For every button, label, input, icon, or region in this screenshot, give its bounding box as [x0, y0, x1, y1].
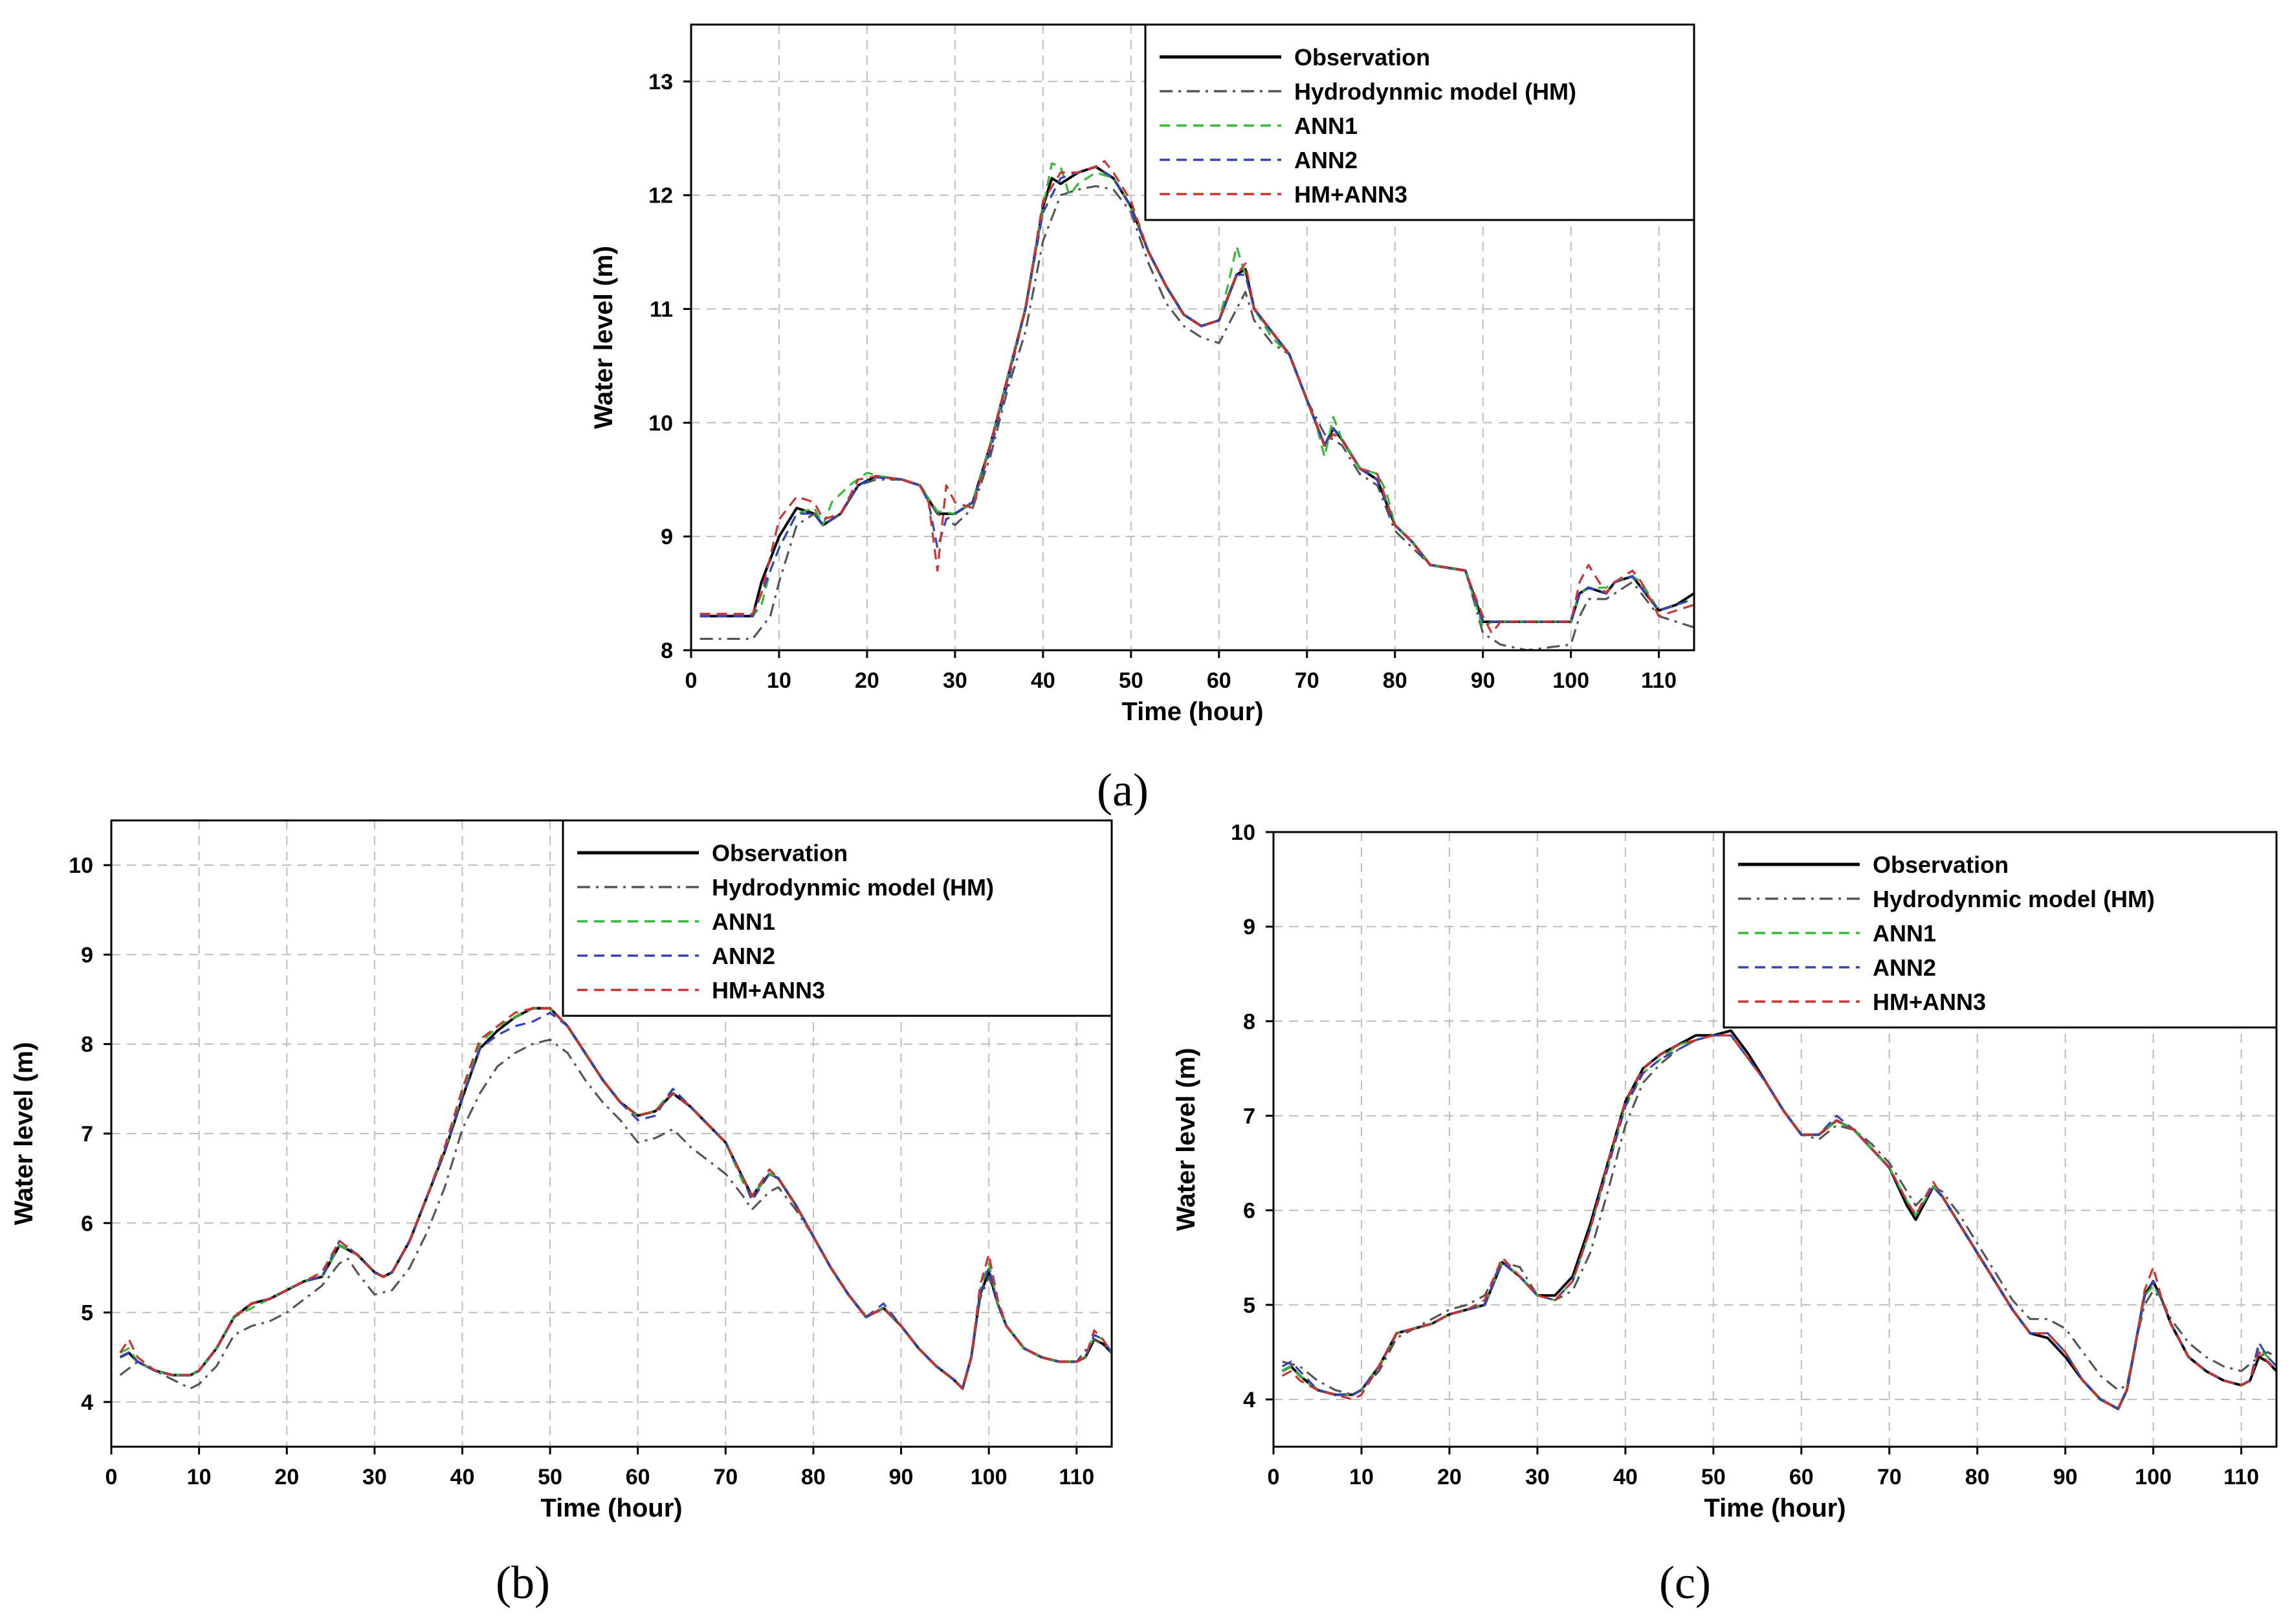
y-tick-label: 5 — [1243, 1293, 1255, 1318]
y-axis-label: Water level (m) — [10, 1042, 38, 1225]
x-tick-label: 80 — [1965, 1465, 1990, 1489]
chart-panel-b: 0 10 20 30 40 50 60 70 80 90 100 110 4 5 6 7 8 9 10 Time (h… — [10, 819, 1113, 1608]
x-tick-label: 60 — [626, 1465, 650, 1489]
legend-label: HM+ANN3 — [1294, 181, 1407, 208]
x-tick-label: 100 — [2135, 1465, 2172, 1489]
x-tick-label: 50 — [1701, 1465, 1726, 1489]
legend-label: ANN2 — [712, 943, 775, 969]
chart-panel-c: 0 10 20 30 40 50 60 70 80 90 100 110 4 5 6 7 8 9 10 Time (h… — [1172, 820, 2278, 1608]
x-tick-label: 110 — [2223, 1465, 2259, 1489]
y-tick-label: 8 — [81, 1033, 93, 1057]
x-tick-label: 60 — [1789, 1465, 1814, 1489]
x-tick-label: 110 — [1641, 668, 1677, 693]
x-tick-label: 90 — [2053, 1465, 2078, 1489]
legend-label: ANN1 — [1294, 113, 1358, 139]
chart-panel-a: 0 10 20 30 40 50 60 70 80 90 100 110 8 9 10 11 12 13 Time … — [590, 23, 1695, 816]
legend-label: Hydrodynmic model (HM) — [1294, 78, 1576, 105]
x-tick-label: 50 — [1119, 668, 1143, 693]
x-axis-label: Time (hour) — [540, 1494, 682, 1522]
panel-label: (c) — [1659, 1557, 1711, 1608]
panel-label: (a) — [1097, 764, 1149, 816]
x-tick-label: 10 — [1349, 1465, 1374, 1489]
x-tick-label: 10 — [187, 1465, 212, 1489]
x-tick-label: 0 — [685, 668, 698, 693]
x-tick-label: 40 — [450, 1465, 475, 1489]
legend-label: HM+ANN3 — [712, 977, 825, 1004]
y-tick-label: 10 — [648, 411, 673, 435]
y-tick-label: 5 — [81, 1301, 93, 1326]
x-tick-label: 30 — [943, 668, 967, 693]
x-tick-label: 0 — [105, 1465, 118, 1489]
x-tick-label: 30 — [362, 1465, 387, 1489]
x-tick-label: 40 — [1613, 1465, 1638, 1489]
y-tick-label: 9 — [661, 525, 673, 549]
y-tick-label: 8 — [661, 639, 673, 663]
series-line-hm-ann3 — [700, 160, 1695, 635]
y-axis-label: Water level (m) — [590, 246, 618, 429]
x-tick-label: 100 — [1552, 668, 1589, 693]
y-tick-label: 6 — [81, 1211, 93, 1236]
x-tick-label: 80 — [801, 1465, 826, 1489]
y-tick-label: 10 — [69, 853, 93, 878]
y-tick-label: 12 — [648, 184, 673, 208]
x-tick-label: 20 — [855, 668, 879, 693]
y-tick-label: 10 — [1231, 820, 1255, 845]
legend-label: HM+ANN3 — [1873, 989, 1986, 1015]
series-line-hydrodynmic-model-hm- — [1282, 1034, 2277, 1396]
legend-label: ANN1 — [712, 908, 775, 935]
legend-label: Observation — [1294, 44, 1430, 71]
series-line-hm-ann3 — [1281, 1034, 2278, 1410]
y-tick-label: 4 — [1243, 1388, 1255, 1412]
legend-label: Hydrodynmic model (HM) — [1873, 886, 2155, 912]
y-tick-label: 7 — [1243, 1104, 1255, 1128]
x-tick-label: 70 — [1295, 668, 1319, 693]
x-tick-label: 50 — [538, 1465, 562, 1489]
x-tick-label: 90 — [1471, 668, 1495, 693]
legend-label: ANN1 — [1873, 920, 1936, 947]
y-tick-label: 9 — [1243, 915, 1255, 939]
x-tick-label: 20 — [1437, 1465, 1462, 1489]
y-tick-label: 4 — [81, 1390, 93, 1415]
legend: Observation Hydrodynmic model (HM) ANN1 ANN… — [562, 819, 1113, 1017]
x-tick-label: 0 — [1268, 1465, 1280, 1489]
x-tick-label: 100 — [971, 1465, 1008, 1489]
x-axis-label: Time (hour) — [1704, 1494, 1846, 1522]
x-tick-label: 30 — [1525, 1465, 1550, 1489]
x-tick-label: 110 — [1059, 1465, 1094, 1489]
x-tick-label: 90 — [889, 1465, 914, 1489]
legend: Observation Hydrodynmic model (HM) ANN1 ANN… — [1723, 831, 2278, 1029]
panel-label: (b) — [496, 1557, 550, 1608]
y-tick-label: 6 — [1243, 1199, 1255, 1223]
y-tick-label: 7 — [81, 1122, 93, 1147]
x-axis-label: Time (hour) — [1121, 697, 1263, 726]
series-line-hm-ann3 — [119, 1007, 1113, 1390]
series-line-hydrodynmic-model-hm- — [700, 185, 1695, 652]
legend-label: Observation — [712, 840, 848, 866]
y-tick-label: 13 — [648, 70, 673, 94]
legend-label: ANN2 — [1294, 147, 1358, 173]
legend: Observation Hydrodynmic model (HM) ANN1 ANN… — [1144, 23, 1695, 221]
y-tick-label: 9 — [81, 943, 93, 967]
y-tick-label: 11 — [650, 298, 673, 322]
x-tick-label: 80 — [1383, 668, 1407, 693]
legend-label: ANN2 — [1873, 954, 1936, 981]
x-tick-label: 40 — [1031, 668, 1055, 693]
y-tick-label: 8 — [1243, 1009, 1255, 1034]
x-tick-label: 70 — [713, 1465, 738, 1489]
x-tick-label: 10 — [767, 668, 791, 693]
x-tick-label: 70 — [1877, 1465, 1902, 1489]
y-axis-label: Water level (m) — [1172, 1048, 1200, 1231]
legend-label: Hydrodynmic model (HM) — [712, 874, 994, 901]
x-tick-label: 60 — [1207, 668, 1231, 693]
legend-label: Observation — [1873, 851, 2009, 878]
x-tick-label: 20 — [274, 1465, 299, 1489]
